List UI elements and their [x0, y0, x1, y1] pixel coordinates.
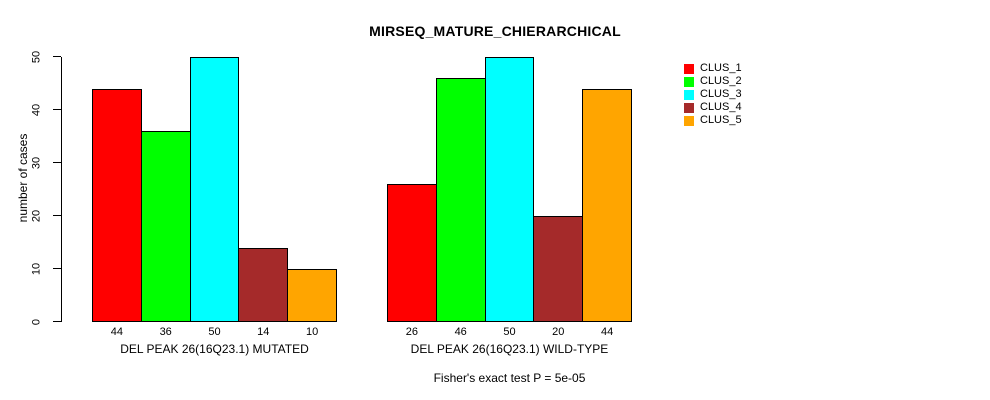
legend-item-clus_3: CLUS_3 [684, 88, 742, 101]
bar-value-label: 50 [208, 326, 221, 338]
y-axis-tick-label: 0 [30, 318, 43, 326]
bar-value-label: 44 [600, 326, 614, 338]
bar-group: 26 46 50 20 44 [387, 57, 632, 338]
y-axis-line [61, 57, 62, 322]
bar-value-label: 36 [159, 326, 172, 338]
y-axis-tick [53, 215, 61, 216]
legend-item-clus_4: CLUS_4 [684, 101, 742, 114]
bar-clus_4: 14 [238, 248, 289, 338]
legend-swatch-icon [684, 102, 694, 113]
bar-clus_2: 46 [435, 78, 486, 338]
bar-value-label: 50 [503, 326, 516, 338]
legend: CLUS_1 CLUS_2 CLUS_3 CLUS_4 CLUS_5 [684, 62, 742, 127]
legend-label: CLUS_5 [700, 114, 742, 126]
bar-clus_1: 44 [92, 89, 142, 338]
bar-clus_1: 26 [387, 184, 437, 338]
legend-item-clus_5: CLUS_5 [684, 114, 742, 127]
bar-clus_4: 20 [533, 216, 584, 338]
bar-value-label: 46 [454, 326, 467, 338]
category-label-wild-type: DEL PEAK 26(16Q23.1) WILD-TYPE [410, 342, 609, 356]
bar-value-label: 26 [405, 326, 419, 338]
legend-item-clus_1: CLUS_1 [684, 62, 742, 75]
bar-clus_3: 50 [484, 57, 535, 338]
bar-clus_2: 36 [140, 131, 191, 338]
legend-label: CLUS_2 [700, 75, 742, 87]
y-axis-tick [53, 162, 61, 163]
legend-swatch-icon [684, 63, 694, 74]
legend-item-clus_2: CLUS_2 [684, 75, 742, 88]
bar-group: 44 36 50 14 10 [92, 57, 337, 338]
legend-label: CLUS_3 [700, 88, 742, 100]
y-axis-tick-label: 20 [30, 209, 43, 223]
legend-swatch-icon [684, 89, 694, 100]
category-label-mutated: DEL PEAK 26(16Q23.1) MUTATED [120, 342, 309, 356]
legend-label: CLUS_1 [700, 62, 742, 74]
fisher-test-annotation: Fisher's exact test P = 5e-05 [433, 371, 586, 385]
bar-value-label: 10 [305, 326, 319, 338]
y-axis-tick [53, 321, 61, 322]
bar-value-label: 14 [257, 326, 270, 338]
bar-clus_5: 10 [287, 269, 337, 338]
legend-swatch-icon [684, 115, 694, 126]
y-axis-tick-label: 40 [30, 103, 43, 117]
bar-value-label: 20 [552, 326, 565, 338]
y-axis-tick [53, 56, 61, 57]
bar-clus_3: 50 [189, 57, 240, 338]
bar-clus_5: 44 [582, 89, 632, 338]
y-axis-tick-label: 50 [30, 50, 43, 64]
y-axis-tick [53, 268, 61, 269]
y-axis-tick-label: 30 [30, 156, 43, 170]
legend-label: CLUS_4 [700, 101, 742, 113]
y-axis-label: number of cases [16, 133, 30, 223]
legend-swatch-icon [684, 76, 694, 87]
plot-area: 0 10 20 30 40 50 44 36 50 14 10 26 46 50 20 44 [31, 51, 641, 338]
bar-value-label: 44 [110, 326, 124, 338]
chart-title: MIRSEQ_MATURE_CHIERARCHICAL [369, 23, 621, 39]
y-axis-tick [53, 109, 61, 110]
y-axis-tick-label: 10 [30, 262, 43, 276]
